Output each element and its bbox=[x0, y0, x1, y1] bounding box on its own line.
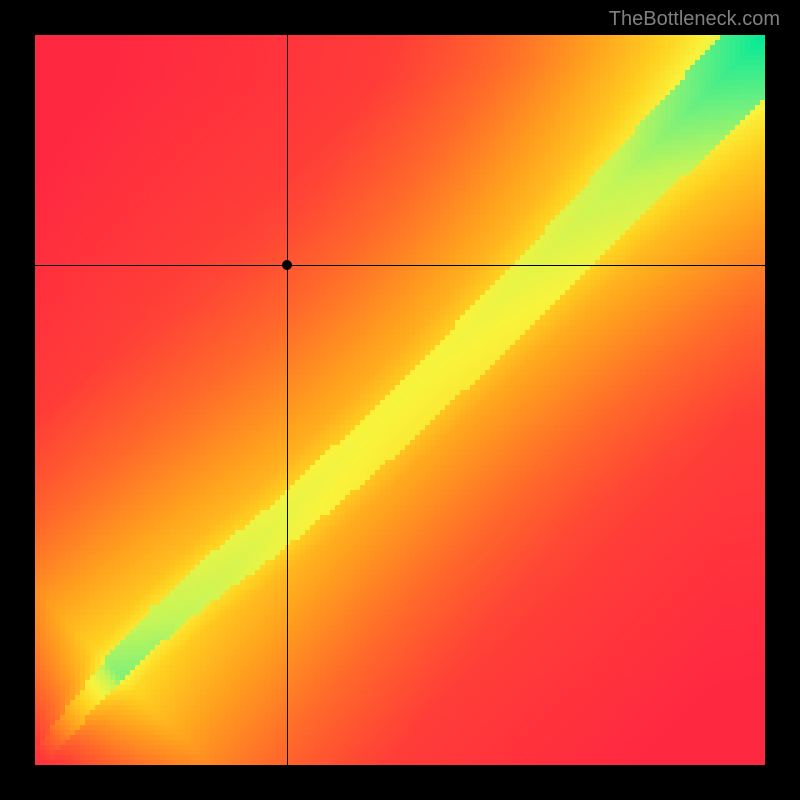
heatmap-canvas bbox=[35, 35, 765, 765]
watermark-text: TheBottleneck.com bbox=[609, 8, 780, 31]
crosshair-vertical bbox=[287, 35, 288, 765]
crosshair-horizontal bbox=[35, 265, 765, 266]
heatmap-plot bbox=[35, 35, 765, 765]
data-point-marker bbox=[282, 260, 292, 270]
